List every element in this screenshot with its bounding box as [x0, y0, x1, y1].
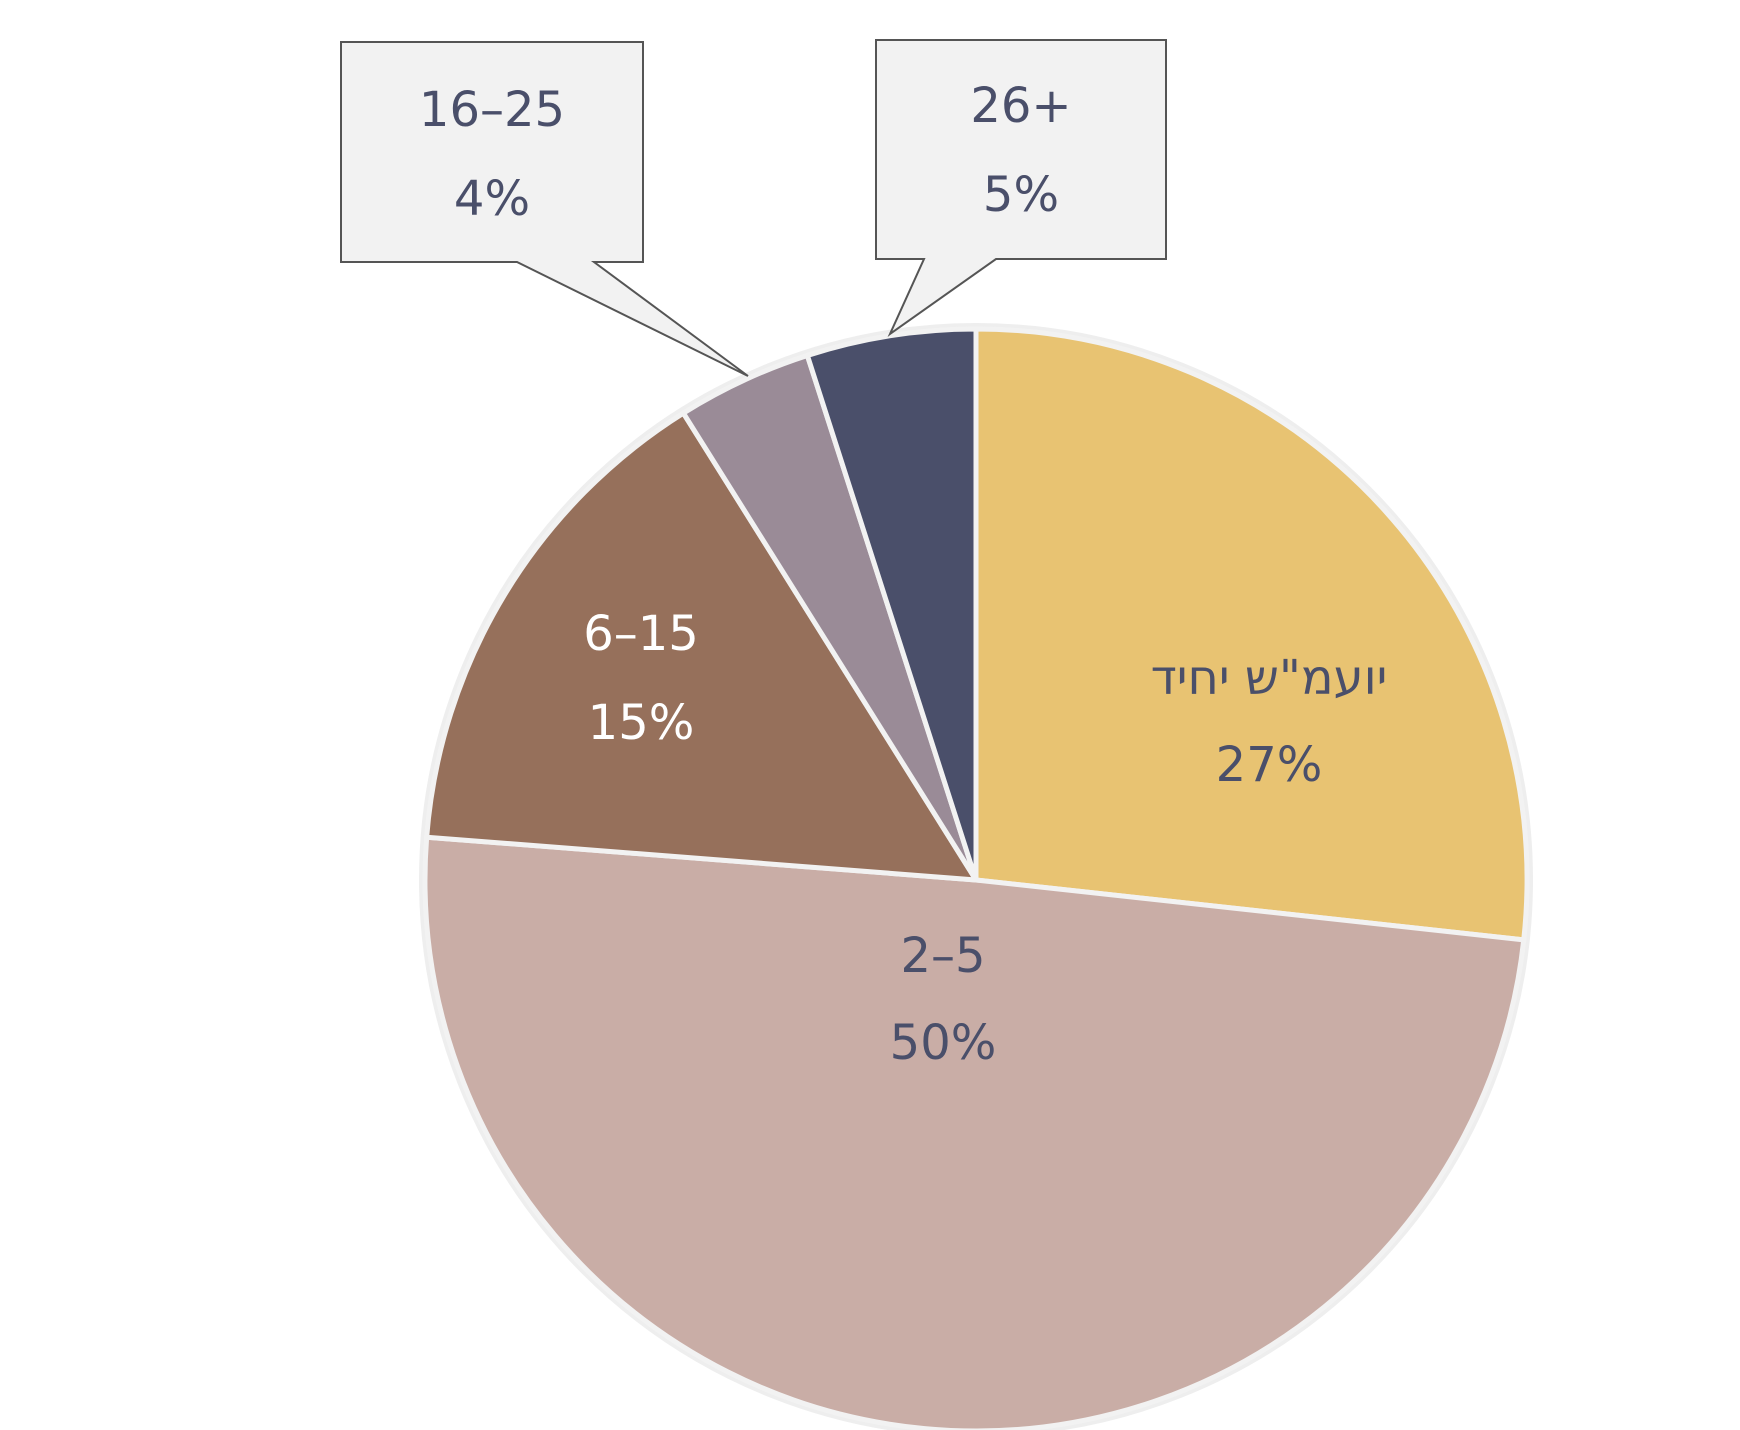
callout-box	[340, 41, 749, 377]
slice-label: יועמ"ש יחיד	[1151, 650, 1388, 706]
pie-slice	[973, 326, 1530, 943]
callout-box	[875, 39, 1167, 337]
pie-slice	[804, 326, 979, 881]
value-label: 4%	[454, 171, 530, 227]
pie-slice	[422, 834, 1527, 1430]
value-label: 50%	[890, 1015, 997, 1071]
value-label: 5%	[983, 167, 1059, 223]
slice-label: 16–25	[419, 82, 565, 138]
value-label: 15%	[588, 695, 695, 751]
pie-outline	[419, 323, 1533, 1430]
slice-label: 6–15	[583, 606, 699, 662]
pie-slice	[423, 409, 981, 883]
value-label: 27%	[1216, 737, 1323, 793]
slice-label: 26+	[970, 78, 1071, 134]
slice-label: 2–5	[900, 928, 985, 984]
